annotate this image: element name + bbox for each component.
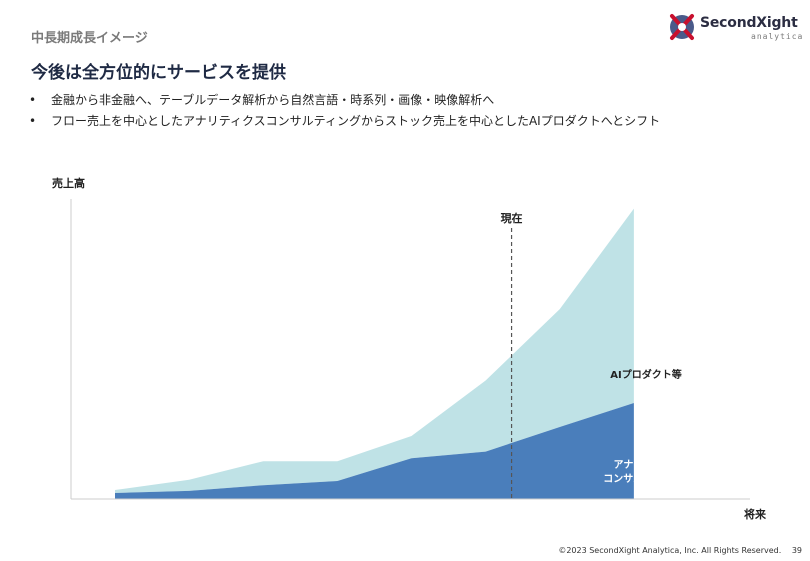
logo-mark-icon	[670, 14, 694, 40]
bullet-text: 金融から非金融へ、テーブルデータ解析から自然言語・時系列・画像・映像解析へ	[51, 93, 495, 107]
bullet-item: • 金融から非金融へ、テーブルデータ解析から自然言語・時系列・画像・映像解析へ	[29, 90, 660, 111]
series-label: AIプロダクト等	[610, 368, 681, 381]
footer: ©2023 SecondXight Analytica, Inc. All Ri…	[558, 546, 802, 555]
area-series-1	[115, 403, 634, 499]
area-series-2	[115, 208, 634, 493]
bullet-dot-icon: •	[29, 114, 37, 128]
company-logo: SecondXight analytica	[668, 10, 804, 46]
bullet-text: フロー売上を中心としたアナリティクスコンサルティングからストック売上を中心とした…	[51, 114, 661, 128]
y-axis-label: 売上高	[52, 176, 85, 190]
bullet-dot-icon: •	[29, 93, 37, 107]
page-number: 39	[791, 546, 802, 555]
copyright-text: ©2023 SecondXight Analytica, Inc. All Ri…	[558, 546, 782, 555]
bullet-item: • フロー売上を中心としたアナリティクスコンサルティングからストック売上を中心とし…	[29, 111, 660, 132]
series-label: アナリティクスコンサルティング等	[603, 459, 692, 485]
section-label: 中長期成長イメージ	[31, 31, 148, 46]
x-axis-label: 将来	[744, 507, 767, 521]
current-marker-label: 現在	[501, 211, 523, 225]
logo-name: SecondXight	[700, 15, 798, 31]
bullet-list: • 金融から非金融へ、テーブルデータ解析から自然言語・時系列・画像・映像解析へ •…	[29, 90, 660, 132]
logo-subtitle: analytica	[751, 32, 804, 41]
page-title: 今後は全方位的にサービスを提供	[31, 63, 286, 83]
